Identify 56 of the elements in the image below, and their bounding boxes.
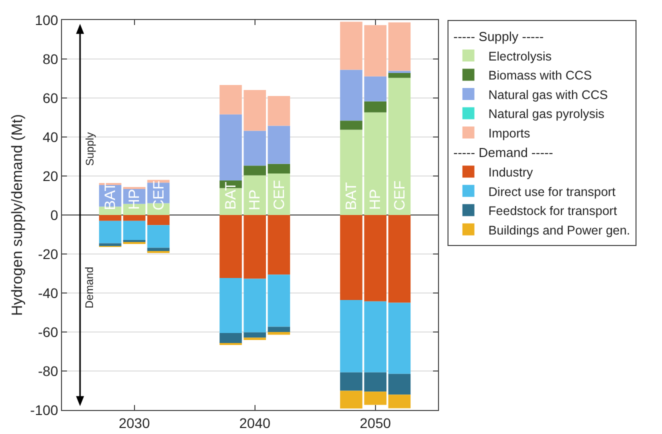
text: ----- Demand ----- (453, 145, 554, 160)
annotation: Demand (84, 266, 96, 308)
annotation: Supply (84, 132, 96, 166)
legend-label: Biomass with CCS (488, 68, 592, 83)
bar (340, 120, 362, 130)
bar (364, 101, 386, 112)
bar (388, 78, 411, 215)
annotation: HP (246, 189, 264, 210)
x-tick-label: 2050 (360, 414, 392, 431)
bar (268, 274, 290, 327)
annotation: CEF (391, 180, 408, 210)
bar (147, 215, 170, 226)
x-tick-label: 2030 (118, 414, 150, 431)
y-tick-label: -60 (38, 324, 58, 340)
bar (268, 96, 290, 126)
annotation: BAT (343, 182, 360, 210)
bar (244, 166, 266, 176)
bar (388, 374, 411, 395)
bar (388, 302, 411, 374)
bar (388, 72, 411, 78)
y-tick-label: 20 (42, 168, 58, 184)
legend-label: Buildings and Power gen. (488, 223, 630, 238)
y-tick-label: -20 (38, 246, 58, 262)
bar (388, 394, 411, 408)
x-tick-label: 2040 (239, 414, 271, 431)
bar (268, 215, 290, 275)
annotation: CEF (270, 180, 288, 210)
legend-label: Direct use for transport (488, 184, 616, 199)
legend-label: Natural gas pyrolysis (488, 107, 604, 122)
y-tick-label: -40 (38, 284, 58, 301)
y-tick-label: -100 (30, 402, 58, 418)
bar (268, 164, 290, 174)
text: ----- Supply ----- (453, 29, 544, 44)
bar (388, 22, 411, 71)
annotation: CEF (150, 180, 168, 210)
y-axis-title: Hydrogen supply/demand (Mt) (9, 114, 26, 316)
y-tick-label: 100 (34, 12, 58, 28)
annotation: BAT (102, 182, 120, 210)
bar (268, 126, 290, 164)
y-tick-label: 0 (50, 206, 58, 223)
bar (147, 225, 170, 248)
bar (268, 332, 290, 335)
y-tick-label: -80 (38, 362, 58, 379)
legend-label: Feedstock for transport (488, 204, 618, 218)
y-tick-label: 60 (42, 90, 58, 106)
y-tick-label: 80 (42, 50, 58, 67)
annotation: HP (366, 188, 384, 210)
legend-label: Industry (488, 166, 534, 180)
bar (388, 215, 411, 303)
y-tick-label: 40 (42, 128, 58, 145)
annotation: BAT (222, 182, 240, 210)
bar (268, 326, 290, 332)
legend-label: Natural gas with CCS (488, 88, 608, 102)
annotation: HP (126, 188, 143, 210)
legend-label: Electrolysis (488, 49, 552, 64)
legend-label: Imports (488, 126, 530, 140)
